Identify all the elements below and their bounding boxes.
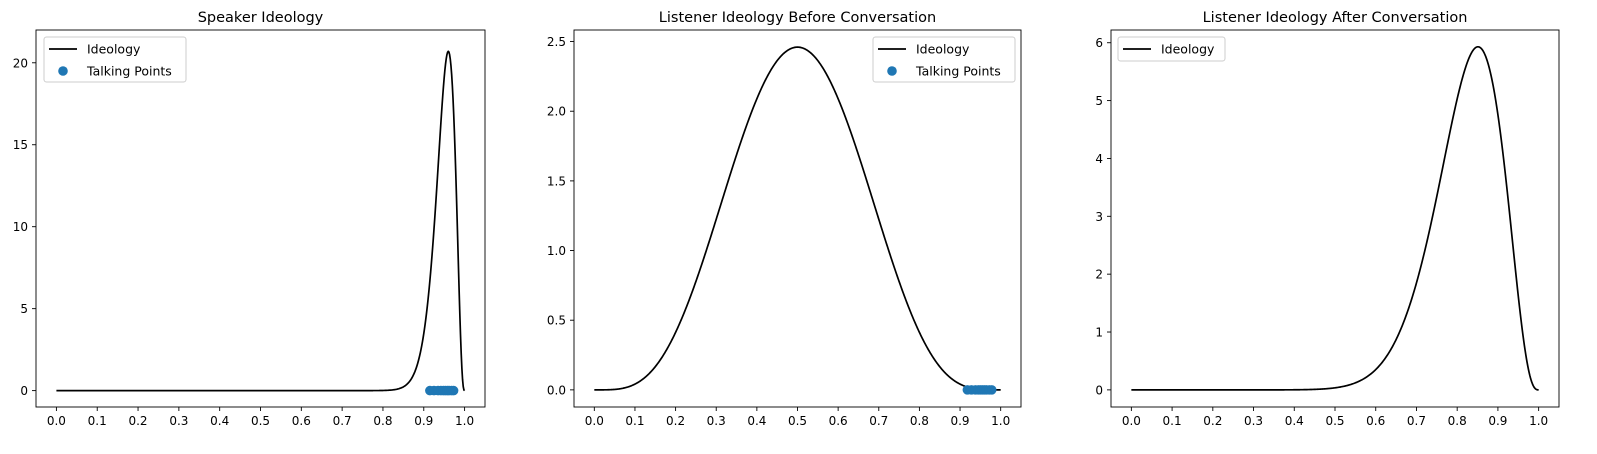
legend-marker-swatch: [58, 66, 68, 76]
legend-label: Talking Points: [915, 64, 1001, 79]
series-line-ideology: [56, 50, 466, 392]
y-tick-label: 2: [1095, 268, 1103, 282]
legend-box: [1117, 36, 1226, 62]
y-tick-label: 5: [20, 302, 28, 316]
chart-title: Listener Ideology After Conversation: [1203, 10, 1468, 26]
chart-listener-after: Listener Ideology After Conversation 0.0…: [1095, 10, 1560, 428]
x-tick-label: 0.4: [747, 414, 766, 428]
x-tick-label: 0.9: [1488, 414, 1507, 428]
x-tick-label: 0.6: [1366, 414, 1385, 428]
y-tick-label: 6: [1095, 36, 1103, 50]
legend: Ideology: [1117, 36, 1226, 62]
y-tick-label: 1.5: [547, 174, 566, 188]
legend: Ideology Talking Points: [872, 36, 1016, 83]
x-tick-label: 0.8: [910, 414, 929, 428]
talking-point-marker: [986, 385, 997, 395]
x-tick-label: 0.3: [707, 414, 726, 428]
y-tick-label: 20: [13, 56, 28, 70]
x-tick-label: 0.6: [829, 414, 848, 428]
legend-label: Talking Points: [86, 64, 172, 79]
legend-label: Ideology: [87, 42, 141, 57]
x-tick-label: 0.4: [1285, 414, 1304, 428]
x-tick-label: 0.5: [788, 414, 807, 428]
x-tick-label: 0.7: [869, 414, 888, 428]
chart-title: Listener Ideology Before Conversation: [659, 10, 936, 26]
x-tick-label: 0.2: [666, 414, 685, 428]
x-tick-label: 0.3: [169, 414, 188, 428]
y-tick-label: 5: [1095, 94, 1103, 108]
y-tick-label: 10: [13, 220, 28, 234]
x-tick-label: 1.0: [1529, 414, 1548, 428]
legend: Ideology Talking Points: [43, 36, 187, 83]
y-tick-label: 3: [1095, 210, 1103, 224]
legend-label: Ideology: [916, 42, 970, 57]
legend-box: [43, 36, 187, 83]
y-tick-label: 0.5: [547, 314, 566, 328]
x-tick-label: 0.1: [625, 414, 644, 428]
x-tick-label: 0.1: [88, 414, 107, 428]
legend-box: [872, 36, 1016, 83]
series-line-ideology: [1131, 45, 1539, 391]
x-tick-label: 0.0: [47, 414, 66, 428]
series-line-ideology: [594, 46, 1001, 391]
x-tick-label: 0.4: [210, 414, 229, 428]
x-tick-label: 0.0: [1122, 414, 1141, 428]
x-tick-label: 1.0: [991, 414, 1010, 428]
x-tick-label: 0.7: [333, 414, 352, 428]
x-tick-label: 0.5: [251, 414, 270, 428]
y-tick-label: 1.0: [547, 244, 566, 258]
legend-label: Ideology: [1161, 42, 1215, 57]
y-tick-label: 4: [1095, 152, 1103, 166]
axes-frame: [35, 29, 486, 408]
y-tick-label: 2.0: [547, 105, 566, 119]
chart-listener-before: Listener Ideology Before Conversation 0.…: [547, 10, 1022, 428]
y-tick-label: 0: [1095, 383, 1103, 397]
x-tick-label: 0.1: [1163, 414, 1182, 428]
chart-title: Speaker Ideology: [198, 10, 324, 26]
x-tick-label: 0.2: [1203, 414, 1222, 428]
x-tick-label: 0.7: [1407, 414, 1426, 428]
x-tick-label: 1.0: [455, 414, 474, 428]
y-tick-label: 15: [13, 138, 28, 152]
y-tick-label: 2.5: [547, 35, 566, 49]
y-tick-label: 0: [20, 384, 28, 398]
y-tick-label: 0.0: [547, 383, 566, 397]
talking-point-marker: [448, 385, 459, 396]
x-tick-label: 0.8: [373, 414, 392, 428]
x-tick-label: 0.6: [292, 414, 311, 428]
x-tick-label: 0.2: [128, 414, 147, 428]
x-tick-label: 0.5: [1325, 414, 1344, 428]
x-tick-label: 0.9: [414, 414, 433, 428]
y-tick-label: 1: [1095, 326, 1103, 340]
axes-frame: [573, 29, 1022, 408]
x-tick-label: 0.3: [1244, 414, 1263, 428]
x-tick-label: 0.8: [1448, 414, 1467, 428]
chart-speaker-ideology: Speaker Ideology 0.0 0.1 0.2 0.3 0.4 0.5 0.6 0.…: [13, 10, 486, 428]
x-tick-label: 0.9: [950, 414, 969, 428]
axes-frame: [1110, 29, 1560, 408]
legend-marker-swatch: [887, 66, 897, 76]
x-tick-label: 0.0: [585, 414, 604, 428]
